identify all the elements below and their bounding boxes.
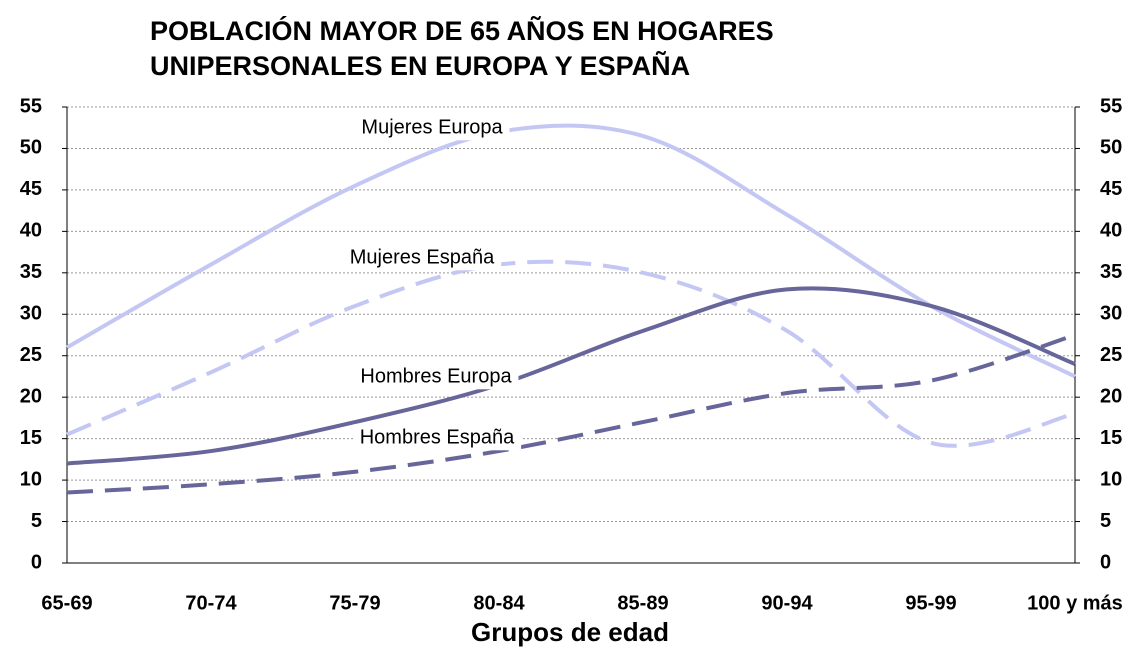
series-label-bg bbox=[343, 244, 502, 271]
y-tick-label: 15 bbox=[20, 427, 42, 449]
series-line bbox=[66, 259, 1076, 448]
series-label: Mujeres Europa bbox=[361, 116, 503, 138]
series-label: Mujeres España bbox=[350, 246, 495, 268]
series-label: Hombres España bbox=[360, 426, 515, 448]
x-tick-label: 65-69 bbox=[41, 592, 92, 614]
series-label-bg bbox=[354, 363, 519, 390]
x-tick-label: 90-94 bbox=[761, 592, 813, 614]
y-tick-label: 55 bbox=[20, 95, 42, 117]
y2-tick-label: 10 bbox=[1100, 468, 1122, 490]
y-tick-label: 20 bbox=[20, 385, 42, 407]
x-tick-label: 70-74 bbox=[185, 592, 237, 614]
y2-tick-label: 40 bbox=[1100, 220, 1122, 242]
y2-tick-label: 50 bbox=[1100, 137, 1122, 159]
y-tick-label: 40 bbox=[20, 220, 42, 242]
x-tick-label: 100 y más bbox=[1027, 592, 1123, 614]
y-tick-label: 30 bbox=[20, 303, 42, 325]
y-tick-label: 25 bbox=[20, 344, 42, 366]
y-tick-label: 50 bbox=[20, 137, 42, 159]
y2-tick-label: 15 bbox=[1100, 427, 1122, 449]
y2-tick-label: 0 bbox=[1100, 551, 1111, 573]
y2-tick-label: 55 bbox=[1100, 95, 1122, 117]
y-tick-label: 0 bbox=[31, 551, 42, 573]
x-tick-label: 85-89 bbox=[617, 592, 668, 614]
y2-tick-label: 45 bbox=[1100, 178, 1122, 200]
y2-tick-label: 30 bbox=[1100, 303, 1122, 325]
chart-title: UNIPERSONALES EN EUROPA Y ESPAÑA bbox=[150, 50, 690, 81]
series-line bbox=[66, 286, 1076, 466]
x-tick-label: 95-99 bbox=[905, 592, 956, 614]
y-tick-label: 10 bbox=[20, 468, 42, 490]
y2-tick-label: 35 bbox=[1100, 261, 1122, 283]
series-label: Hombres Europa bbox=[360, 365, 512, 387]
y-tick-label: 45 bbox=[20, 178, 42, 200]
series-line bbox=[66, 333, 1076, 495]
series-label-bg bbox=[355, 114, 510, 141]
y2-tick-label: 25 bbox=[1100, 344, 1122, 366]
x-axis-title: Grupos de edad bbox=[471, 617, 669, 647]
y-tick-label: 5 bbox=[31, 510, 42, 532]
chart-title: POBLACIÓN MAYOR DE 65 AÑOS EN HOGARES bbox=[150, 15, 774, 46]
series-line bbox=[66, 123, 1076, 379]
x-tick-label: 80-84 bbox=[473, 592, 525, 614]
y2-tick-label: 20 bbox=[1100, 385, 1122, 407]
y-tick-label: 35 bbox=[20, 261, 42, 283]
y2-tick-label: 5 bbox=[1100, 510, 1111, 532]
x-tick-label: 75-79 bbox=[329, 592, 380, 614]
series-label-bg bbox=[353, 424, 522, 451]
